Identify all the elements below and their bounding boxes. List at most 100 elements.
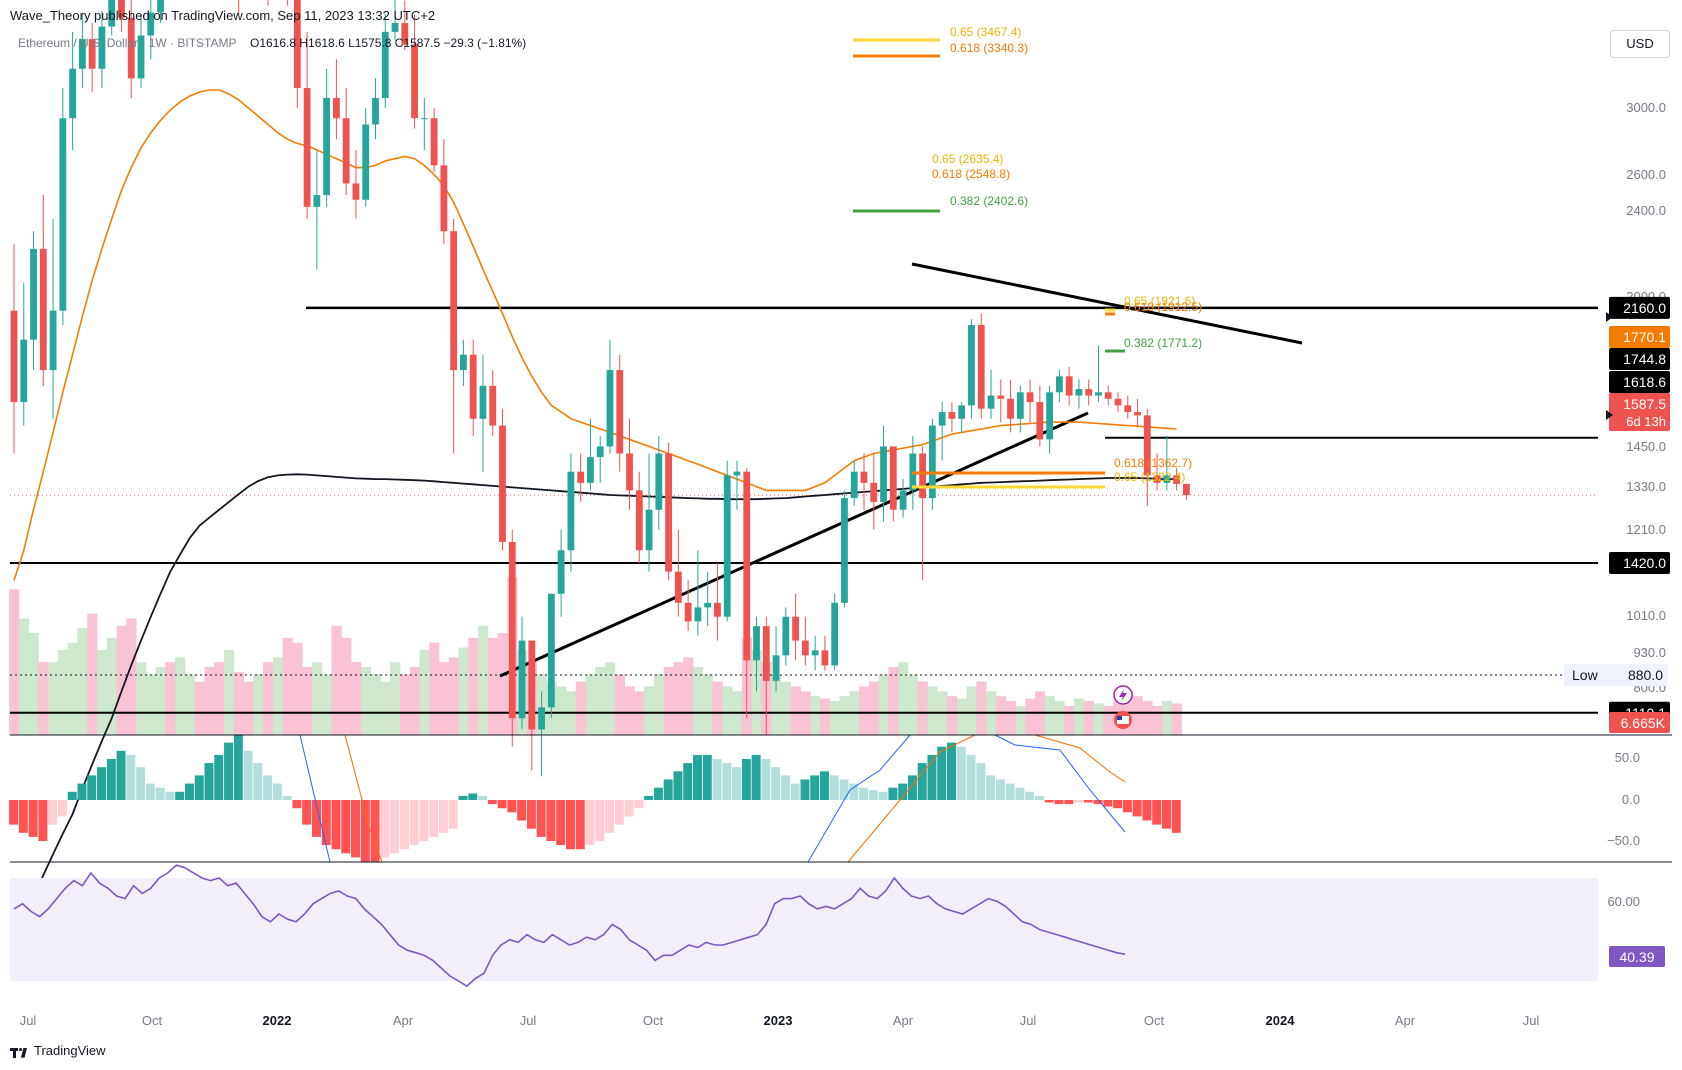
macd-bar bbox=[976, 763, 986, 800]
volume-bar bbox=[194, 681, 205, 735]
badge-1770: 1770.1 bbox=[1623, 329, 1666, 345]
candle bbox=[381, 31, 389, 98]
macd-bar bbox=[634, 800, 644, 809]
macd-bar bbox=[1103, 800, 1113, 807]
macd-bar bbox=[986, 775, 996, 800]
currency-button[interactable]: USD bbox=[1610, 30, 1670, 58]
time-tick: Apr bbox=[1395, 1013, 1416, 1028]
volume-bar bbox=[927, 686, 938, 735]
macd-bar bbox=[1005, 783, 1015, 800]
badge-1770-bg bbox=[1609, 326, 1670, 348]
badge-1618: 1618.6 bbox=[1623, 374, 1666, 390]
macd-pane: 50.0 0.0 −50.0 bbox=[9, 734, 1640, 863]
volume-bar bbox=[253, 674, 264, 735]
volume-bar bbox=[614, 674, 626, 735]
macd-bar bbox=[898, 783, 908, 800]
volume-bar bbox=[341, 637, 352, 735]
fib-label: 0.618 (1362.7) bbox=[1114, 456, 1192, 470]
chart-lines bbox=[10, 89, 1598, 928]
macd-bar bbox=[1132, 800, 1142, 817]
time-tick: Apr bbox=[893, 1013, 914, 1028]
macd-bar bbox=[97, 767, 107, 800]
rsi-tick: 60.00 bbox=[1607, 894, 1640, 909]
time-tick: Oct bbox=[142, 1013, 163, 1028]
volume-bar bbox=[458, 647, 469, 735]
volume-bar bbox=[448, 657, 459, 735]
macd-bar bbox=[937, 746, 947, 800]
macd-bar bbox=[458, 795, 468, 800]
macd-bar bbox=[214, 754, 224, 800]
macd-bar bbox=[233, 734, 243, 800]
candle bbox=[518, 640, 526, 719]
badge-2160: 2160.0 bbox=[1623, 300, 1666, 316]
price-tick: 1010.0 bbox=[1626, 608, 1666, 623]
macd-bar bbox=[995, 779, 1005, 800]
signal-line bbox=[344, 734, 383, 863]
macd-bar bbox=[311, 800, 321, 837]
macd-bar bbox=[878, 791, 888, 800]
macd-bar bbox=[184, 783, 194, 800]
macd-bar bbox=[1054, 800, 1064, 805]
volume-bar bbox=[1103, 705, 1114, 735]
signal-line bbox=[847, 734, 1126, 863]
candle bbox=[899, 490, 907, 510]
candle bbox=[118, 0, 125, 18]
macd-bar bbox=[429, 800, 439, 837]
volume-bar bbox=[116, 625, 127, 735]
low-label-bg bbox=[1564, 664, 1668, 686]
volume-bar bbox=[790, 686, 801, 735]
candle bbox=[1036, 402, 1044, 440]
volume-bar bbox=[282, 637, 293, 735]
volume-bar bbox=[653, 674, 665, 735]
volume-bar bbox=[1064, 705, 1075, 735]
volume-bar bbox=[9, 589, 20, 735]
macd-bar bbox=[653, 787, 663, 800]
macd-bar bbox=[194, 775, 204, 800]
price-tick: 1210.0 bbox=[1626, 522, 1666, 537]
time-tick: Oct bbox=[1144, 1013, 1165, 1028]
volume-badge: 6.665K bbox=[1621, 715, 1666, 731]
candle bbox=[508, 541, 516, 719]
macd-bar bbox=[536, 800, 546, 837]
volume-bar bbox=[380, 681, 391, 735]
ma200-line bbox=[13, 473, 1177, 928]
volume-bar bbox=[438, 662, 450, 735]
macd-bar bbox=[751, 754, 761, 800]
candle bbox=[147, 12, 155, 36]
macd-bar bbox=[1093, 800, 1103, 805]
macd-bar bbox=[917, 763, 927, 800]
macd-line bbox=[299, 734, 331, 863]
fib-label: 0.382 (2402.6) bbox=[950, 194, 1028, 208]
macd-bar bbox=[263, 775, 273, 800]
volume-bar bbox=[585, 674, 596, 735]
volume-bar bbox=[820, 698, 831, 735]
rsi-value-badge bbox=[1609, 946, 1665, 967]
macd-bar bbox=[380, 800, 390, 858]
volume-bar bbox=[370, 674, 381, 735]
low-value: 880.0 bbox=[1628, 667, 1663, 683]
candle bbox=[313, 195, 321, 207]
macd-bar bbox=[28, 800, 38, 837]
candle bbox=[557, 550, 565, 594]
candle bbox=[342, 118, 350, 184]
macd-bar bbox=[820, 771, 829, 800]
volume-bar bbox=[126, 618, 137, 735]
candle bbox=[450, 231, 458, 371]
candles[interactable] bbox=[10, 0, 1190, 777]
volume-bar bbox=[683, 657, 694, 735]
candle bbox=[1026, 392, 1034, 403]
badge-1587: 1587.5 bbox=[1623, 396, 1666, 412]
price-tick: 1450.0 bbox=[1626, 439, 1666, 454]
candle bbox=[977, 324, 985, 409]
candle bbox=[714, 602, 721, 617]
candle bbox=[303, 88, 311, 207]
tradingview-brand: TradingView bbox=[34, 1043, 106, 1058]
macd-tick: 50.0 bbox=[1615, 750, 1640, 765]
macd-bar bbox=[253, 763, 263, 800]
volume-bar bbox=[57, 650, 69, 735]
fib-levels: 0.65 (3467.4) 0.618 (3340.3) 0.65 (2635.4)… bbox=[853, 25, 1202, 489]
volume-bar bbox=[272, 657, 284, 735]
volume-bar bbox=[311, 662, 323, 735]
candle bbox=[469, 354, 477, 419]
